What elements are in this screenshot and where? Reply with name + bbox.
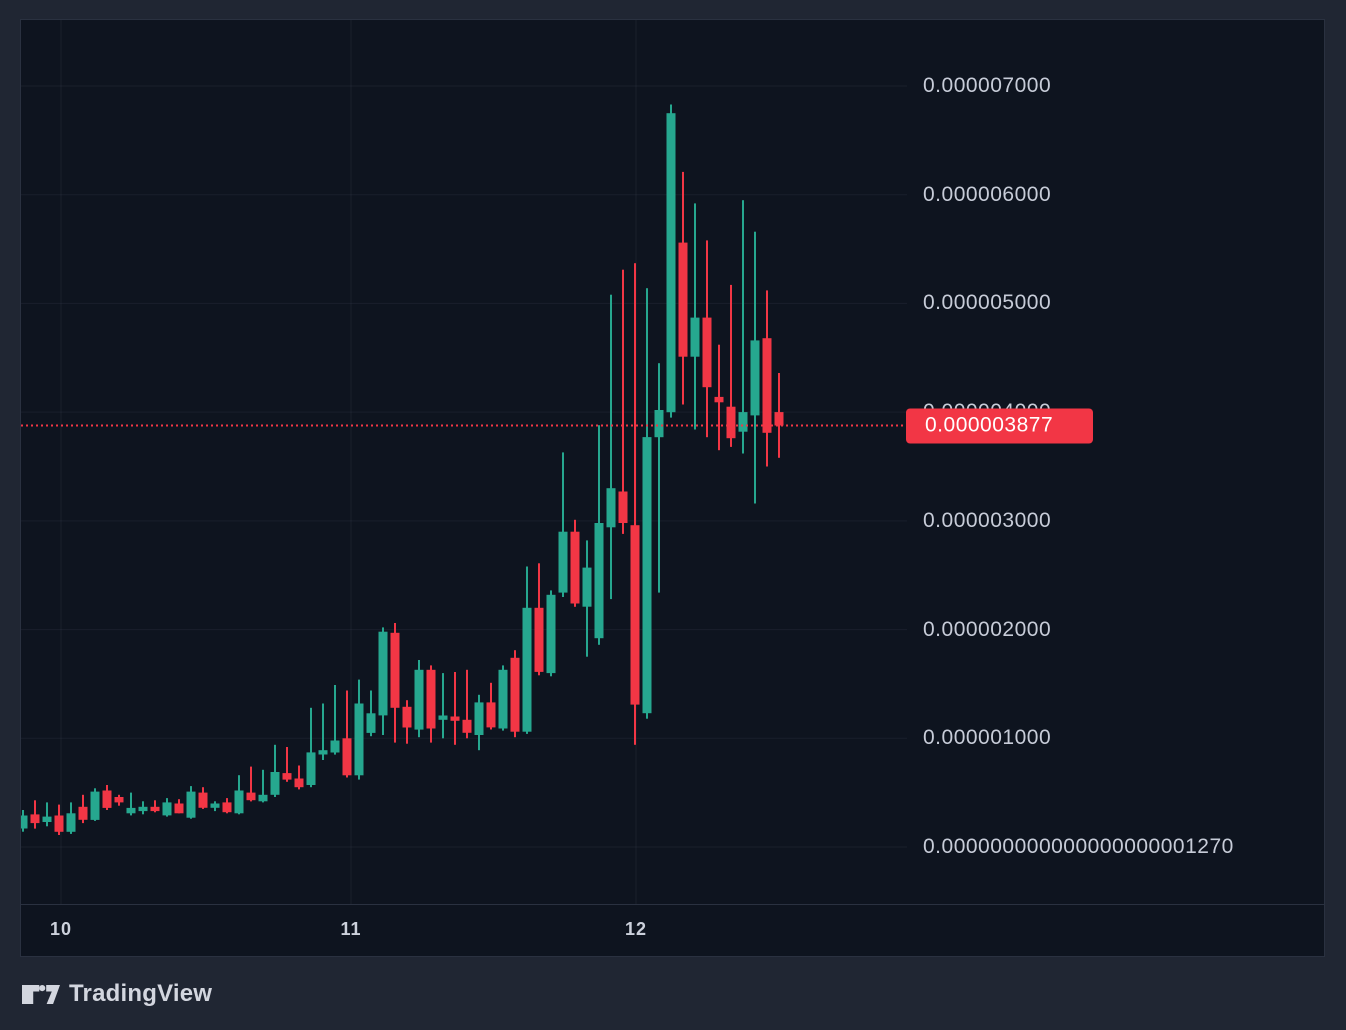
price-axis-tick: 0.000002000	[923, 617, 1052, 641]
tradingview-logo-icon[interactable]	[22, 984, 60, 1005]
attribution-bar: TradingView	[0, 958, 1346, 1030]
price-axis-tick: 0.000007000	[923, 74, 1052, 97]
price-axis-tick: 0.000000000000000000001270	[923, 835, 1234, 858]
candlestick-canvas	[21, 20, 907, 904]
price-axis-tick: 0.000006000	[923, 182, 1052, 206]
time-axis-tick: 12	[624, 919, 648, 939]
last-price-label: 0.000003877	[906, 408, 1093, 444]
price-axis-tick: 0.000005000	[923, 291, 1052, 315]
price-axis-tick: 0.000001000	[923, 726, 1052, 750]
tradingview-brand-text[interactable]: TradingView	[69, 980, 213, 1007]
price-axis-tick: 0.000003000	[923, 508, 1052, 532]
time-scale[interactable]: 10 11 12	[21, 904, 1324, 957]
time-axis-tick: 11	[340, 919, 362, 939]
chart-widget: 0.000007000 0.000006000 0.000005000 0.00000…	[20, 19, 1325, 957]
chart-pane[interactable]	[21, 20, 1324, 904]
last-price-value: 0.000003877	[925, 413, 1054, 437]
time-axis-tick: 10	[49, 919, 73, 939]
